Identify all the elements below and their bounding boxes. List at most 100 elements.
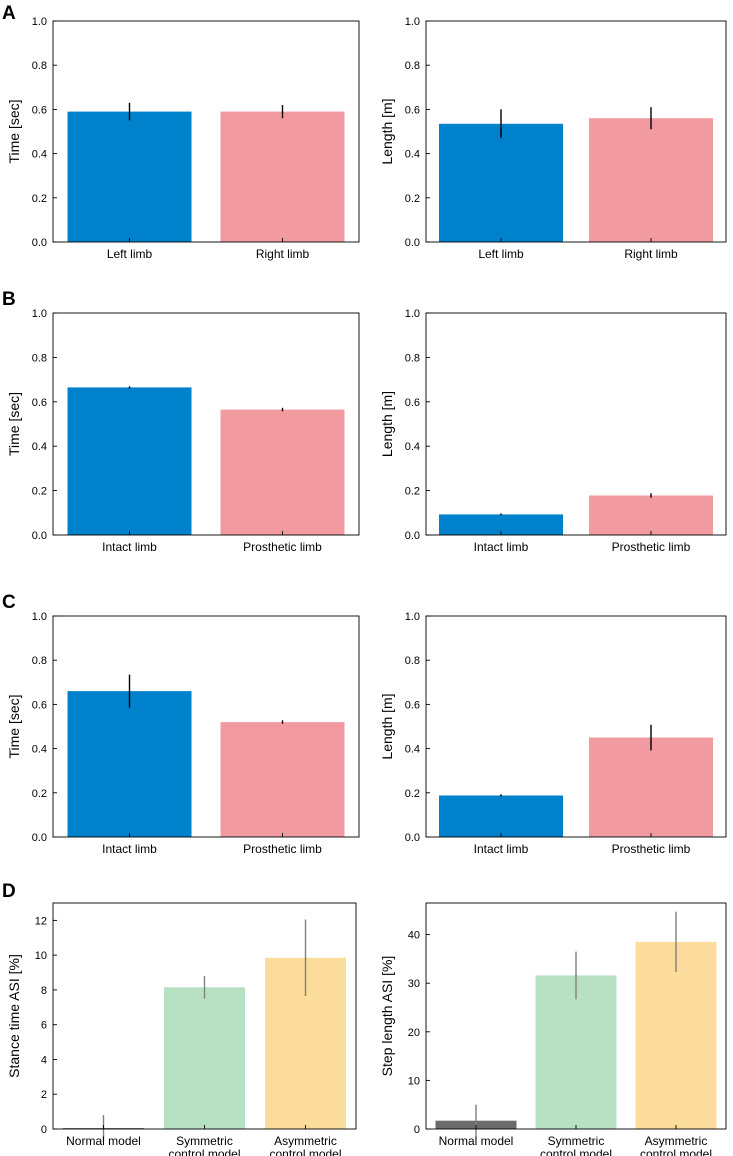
charts-container: 0.0 0.2 0.4 0.6 0.8 1.0 Left limb Right limb Tim…	[6, 16, 727, 1156]
y-tick-label: 10	[408, 1075, 420, 1087]
y-tick-label: 12	[35, 915, 47, 927]
y-axis-label: Length [m]	[379, 391, 395, 457]
panel-label-c: C	[2, 592, 16, 613]
bar-1	[220, 111, 345, 242]
x-category-label: control model	[640, 1147, 712, 1156]
x-category-label: control model	[540, 1147, 612, 1156]
y-tick-label: 0.6	[32, 397, 47, 409]
bar-0	[67, 111, 192, 242]
x-category-label: control model	[168, 1147, 240, 1156]
y-tick-label: 0.0	[32, 832, 47, 844]
y-tick-label: 1.0	[32, 308, 47, 320]
y-tick-label: 8	[41, 985, 47, 997]
y-tick-label: 0.4	[32, 441, 47, 453]
plot-frame	[52, 615, 360, 838]
y-tick-label: 1.0	[405, 16, 420, 28]
x-category-label: Right limb	[256, 247, 310, 261]
y-tick-label: 0.0	[405, 530, 420, 542]
x-category-label: Prosthetic limb	[612, 540, 691, 554]
y-tick-label: 0.8	[405, 352, 420, 364]
y-tick-label: 0.4	[32, 744, 47, 756]
y-axis-label: Length [m]	[379, 98, 395, 164]
y-tick-label: 1.0	[32, 16, 47, 28]
x-category-label: Left limb	[107, 247, 153, 261]
y-axis-label: Length [m]	[379, 693, 395, 759]
panel-label-d: D	[2, 881, 16, 902]
x-category-label: Prosthetic limb	[612, 842, 691, 856]
y-tick-label: 0.2	[405, 788, 420, 800]
panel-label-a: A	[2, 3, 16, 24]
bar-1	[164, 987, 245, 1129]
x-category-label: Normal model	[439, 1134, 514, 1148]
bar-2	[635, 941, 717, 1129]
plot-frame	[425, 615, 727, 838]
y-tick-label: 30	[408, 978, 420, 990]
bar-1	[589, 118, 713, 242]
y-tick-label: 0.6	[32, 104, 47, 116]
bar-1	[220, 722, 345, 837]
x-category-label: Intact limb	[102, 842, 157, 856]
plot-frame	[425, 20, 727, 243]
y-tick-label: 0.6	[405, 699, 420, 711]
bar-1	[535, 975, 617, 1129]
y-axis-label: Time [sec]	[6, 694, 22, 758]
y-tick-label: 40	[408, 930, 420, 942]
y-tick-label: 0.8	[32, 60, 47, 72]
y-tick-label: 0.0	[32, 237, 47, 249]
x-category-label: Symmetric	[176, 1134, 233, 1148]
y-tick-label: 0.0	[32, 530, 47, 542]
y-tick-label: 2	[41, 1089, 47, 1101]
plot-frame	[52, 312, 360, 536]
x-category-label: Prosthetic limb	[243, 842, 322, 856]
y-tick-label: 0.6	[32, 699, 47, 711]
plot-frame	[425, 312, 727, 536]
bar-0	[439, 795, 563, 837]
y-tick-label: 0.6	[405, 104, 420, 116]
y-tick-label: 0.0	[405, 832, 420, 844]
y-tick-label: 1.0	[405, 308, 420, 320]
y-tick-label: 1.0	[32, 611, 47, 623]
x-category-label: control model	[269, 1147, 341, 1156]
y-tick-label: 0.8	[32, 655, 47, 667]
y-axis-label: Stance time ASI [%]	[6, 954, 22, 1078]
y-tick-label: 0.2	[405, 193, 420, 205]
bar-1	[589, 495, 713, 535]
y-tick-label: 0.4	[32, 149, 47, 161]
chart-a-left: 0.0 0.2 0.4 0.6 0.8 1.0 Left limb Right limb Tim…	[6, 16, 360, 261]
bar-1	[220, 409, 345, 535]
bar-0	[67, 691, 192, 837]
bar-0	[439, 514, 563, 535]
bar-1	[589, 737, 713, 837]
y-tick-label: 20	[408, 1027, 420, 1039]
y-tick-label: 0.4	[405, 149, 420, 161]
y-tick-label: 1.0	[405, 611, 420, 623]
y-tick-label: 0.8	[405, 655, 420, 667]
bar-0	[439, 123, 563, 242]
y-tick-label: 0.2	[32, 788, 47, 800]
x-category-label: Symmetric	[548, 1134, 605, 1148]
y-tick-label: 6	[41, 1020, 47, 1032]
y-tick-label: 0.4	[405, 744, 420, 756]
y-tick-label: 0.0	[405, 237, 420, 249]
y-tick-label: 0	[41, 1124, 47, 1136]
y-tick-label: 0.8	[405, 60, 420, 72]
panel-label-b: B	[2, 289, 16, 310]
x-category-label: Intact limb	[102, 540, 157, 554]
x-category-label: Prosthetic limb	[243, 540, 322, 554]
chart-c-left: 0.0 0.2 0.4 0.6 0.8 1.0 Intact limb Prosthetic …	[6, 611, 360, 856]
chart-a-right: 0.0 0.2 0.4 0.6 0.8 1.0 Left limb Right limb Len…	[379, 16, 727, 261]
y-tick-label: 0.4	[405, 441, 420, 453]
y-tick-label: 0.8	[32, 352, 47, 364]
y-tick-label: 0.2	[32, 193, 47, 205]
y-tick-label: 0.2	[405, 486, 420, 498]
plot-frame	[52, 20, 360, 243]
x-category-label: Right limb	[624, 247, 678, 261]
y-tick-label: 10	[35, 950, 47, 962]
x-category-label: Left limb	[478, 247, 524, 261]
y-tick-label: 0	[414, 1124, 420, 1136]
x-category-label: Normal model	[66, 1134, 141, 1148]
y-tick-label: 4	[41, 1054, 47, 1066]
